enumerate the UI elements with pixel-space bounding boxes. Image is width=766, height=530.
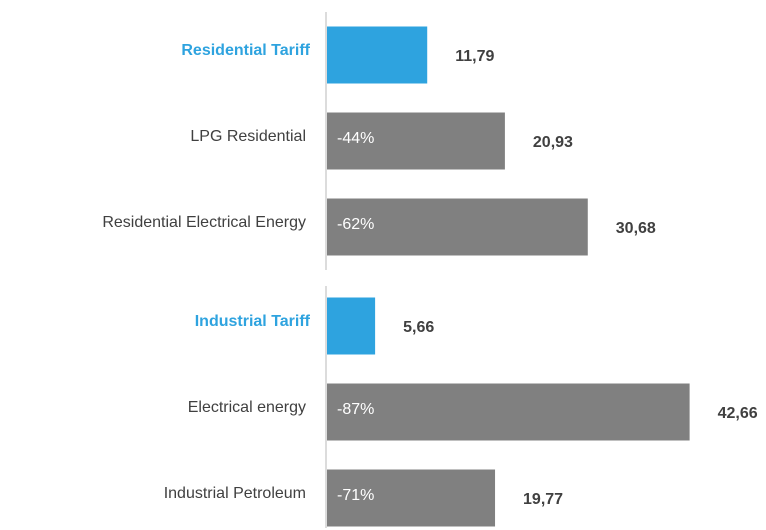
- bar: [327, 297, 376, 355]
- value-label: 5,66: [403, 319, 434, 336]
- bar: [327, 469, 496, 527]
- value-label: 30,68: [616, 220, 656, 237]
- category-label: Electrical energy: [188, 399, 306, 416]
- category-label: LPG Residential: [190, 128, 306, 145]
- bar-note: -62%: [337, 216, 374, 233]
- value-label: 11,79: [455, 48, 494, 65]
- value-label: 19,77: [523, 491, 563, 508]
- category-label: Industrial Petroleum: [164, 485, 306, 502]
- category-label: Residential Electrical Energy: [102, 214, 306, 231]
- bar: [327, 26, 428, 84]
- category-label: Industrial Tariff: [195, 313, 311, 330]
- bar-note: -87%: [337, 401, 374, 418]
- bar-note: -71%: [337, 487, 374, 504]
- value-label: 20,93: [533, 134, 573, 151]
- value-label: 42,66: [718, 405, 758, 422]
- bar-note: -44%: [337, 130, 374, 147]
- bar: [327, 198, 588, 256]
- bar: [327, 112, 505, 170]
- bar: [327, 383, 690, 441]
- category-label: Residential Tariff: [181, 42, 310, 59]
